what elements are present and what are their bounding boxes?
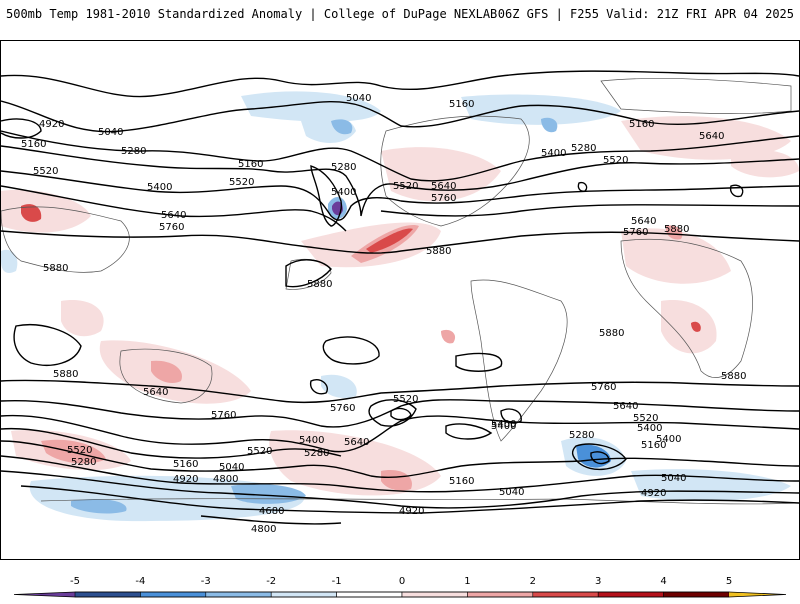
contour-label: 5280 [71,457,96,468]
contour-label: 5400 [637,423,662,434]
contour-label: 5520 [393,394,418,405]
contour-label: 5160 [641,440,666,451]
anomaly-colorbar: -5 -4 -3 -2 -1 0 1 2 3 4 5 [0,570,800,600]
contour-label: 5640 [613,401,638,412]
coastlines [1,78,799,505]
colorbar-tick-label: -3 [201,576,211,587]
contour-label: 5400 [299,435,324,446]
colorbar-tick-label: 2 [530,576,536,587]
colorbar-tick-label: 4 [660,576,666,587]
contour-label: 5160 [629,119,654,130]
contour-label: 4800 [213,474,238,485]
height-contours [1,70,799,525]
colorbar-segment [532,591,599,598]
contour-label: 5880 [721,371,746,382]
map-panel: 5040 5160 4920 5040 5160 5280 5520 5400 … [0,40,800,560]
contour-label: 4920 [173,474,198,485]
contour-label: 5400 [147,182,172,193]
contour-label: 4800 [251,524,276,535]
colorbar-tick-label: 3 [595,576,601,587]
contour-label: 5520 [33,166,58,177]
map-title: 500mb Temp 1981-2010 Standardized Anomal… [6,7,498,21]
contour-label: 5400 [331,187,356,198]
contour-label: 4680 [259,506,284,517]
contour-label: 5280 [304,448,329,459]
contour-label: 5400 [491,421,516,432]
contour-label: 5040 [346,93,371,104]
contour-label: 5520 [67,445,92,456]
contour-label: 5160 [449,99,474,110]
contour-label: 5760 [591,382,616,393]
colorbar-tick-label: 5 [726,576,732,587]
contour-label: 4920 [39,119,64,130]
colorbar-segment [401,591,468,598]
contour-label: 5760 [211,410,236,421]
colorbar-ticks: -5 -4 -3 -2 -1 0 1 2 3 4 5 [70,576,732,587]
contour-label: 5640 [431,181,456,192]
contour-label-group: 5040 5160 4920 5040 5160 5280 5520 5400 … [21,93,746,535]
contour-label: 5760 [431,193,456,204]
contour-label: 5520 [603,155,628,166]
contour-label: 5280 [121,146,146,157]
contour-label: 5760 [623,227,648,238]
colorbar-tick-label: -5 [70,576,80,587]
contour-label: 5520 [393,181,418,192]
contour-label: 5160 [238,159,263,170]
colorbar-segments [13,591,787,598]
colorbar-outline [13,591,787,598]
contour-label: 5040 [219,462,244,473]
colorbar-max-triangle [729,592,786,597]
contour-label: 5880 [664,224,689,235]
contour-label: 5760 [330,403,355,414]
colorbar-segment [74,591,141,598]
contour-label: 4920 [399,506,424,517]
contour-label: 5640 [344,437,369,448]
contour-label: 5880 [426,246,451,257]
colorbar-canvas: -5 -4 -3 -2 -1 0 1 2 3 4 5 [13,576,787,598]
positive-anomaly-shading [1,116,799,496]
colorbar-tick-label: 0 [399,576,405,587]
contour-label: 5640 [161,210,186,221]
map-canvas: 5040 5160 4920 5040 5160 5280 5520 5400 … [1,70,799,535]
colorbar-tick-label: -1 [332,576,342,587]
contour-label: 5640 [631,216,656,227]
contour-label: 5160 [21,139,46,150]
colorbar-segment [597,591,664,598]
colorbar-tick-label: -4 [135,576,145,587]
contour-label: 5160 [449,476,474,487]
contour-label: 5760 [159,222,184,233]
contour-label: 4920 [641,488,666,499]
colorbar-tick-label: 1 [464,576,470,587]
contour-label: 5880 [53,369,78,380]
contour-label: 5400 [656,434,681,445]
colorbar-segment [205,591,272,598]
contour-label: 5640 [143,387,168,398]
contour-label: 5160 [173,459,198,470]
contour-label: 5880 [599,328,624,339]
contour-label: 5880 [307,279,332,290]
contour-label: 5880 [43,263,68,274]
colorbar-segment [270,591,337,598]
colorbar-segment [140,591,207,598]
contour-label: 5520 [229,177,254,188]
contour-label: 5400 [491,419,516,430]
colorbar-min-triangle [14,592,75,597]
contour-label: 5040 [98,127,123,138]
colorbar-tick-label: -2 [266,576,276,587]
colorbar-segment [467,591,534,598]
contour-label: 5520 [633,413,658,424]
contour-label: 5280 [569,430,594,441]
colorbar-segment [663,591,730,598]
contour-label: 5280 [331,162,356,173]
contour-label: 5040 [499,487,524,498]
model-valid-time: 06Z GFS | F255 Valid: 21Z FRI APR 04 202… [497,7,794,21]
colorbar-segment [336,591,403,598]
contour-label: 5040 [661,473,686,484]
contour-label: 5280 [571,143,596,154]
contour-label: 5520 [247,446,272,457]
contour-label: 5640 [699,131,724,142]
contour-label: 5400 [541,148,566,159]
